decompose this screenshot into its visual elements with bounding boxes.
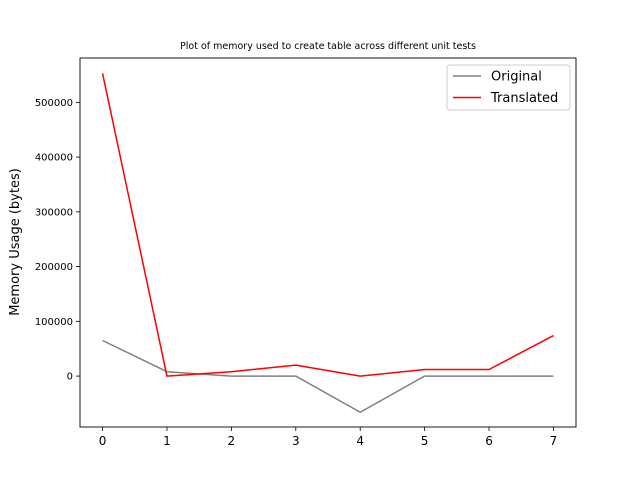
legend-label-translated: Translated bbox=[490, 91, 558, 106]
x-tick-label: 0 bbox=[99, 434, 107, 448]
chart-title: Plot of memory used to create table acro… bbox=[180, 41, 476, 52]
legend-label-original: Original bbox=[491, 70, 542, 85]
y-tick-label: 300000 bbox=[35, 207, 73, 218]
y-tick-label: 500000 bbox=[35, 98, 73, 109]
x-tick-label: 5 bbox=[421, 434, 429, 448]
y-axis-label: Memory Usage (bytes) bbox=[8, 168, 23, 316]
y-tick-label: 0 bbox=[67, 372, 73, 383]
series-line-original bbox=[102, 339, 554, 413]
legend: Original Translated bbox=[446, 64, 571, 111]
x-tick-label: 1 bbox=[163, 434, 171, 448]
y-tick-label: 200000 bbox=[35, 262, 73, 273]
plot-frame bbox=[79, 57, 577, 428]
x-tick-label: 3 bbox=[292, 434, 300, 448]
x-tick-label: 2 bbox=[228, 434, 236, 448]
series-line-translated bbox=[101, 73, 554, 377]
y-tick-label: 400000 bbox=[35, 153, 73, 164]
x-tick-label: 4 bbox=[356, 434, 364, 448]
plot-area: 0 1 2 3 4 5 6 7 0 100000 200000 300000 400000 500000 bbox=[35, 73, 557, 448]
x-tick-label: 7 bbox=[550, 434, 558, 448]
x-tick-label: 6 bbox=[485, 434, 493, 448]
y-tick-label: 100000 bbox=[35, 317, 73, 328]
